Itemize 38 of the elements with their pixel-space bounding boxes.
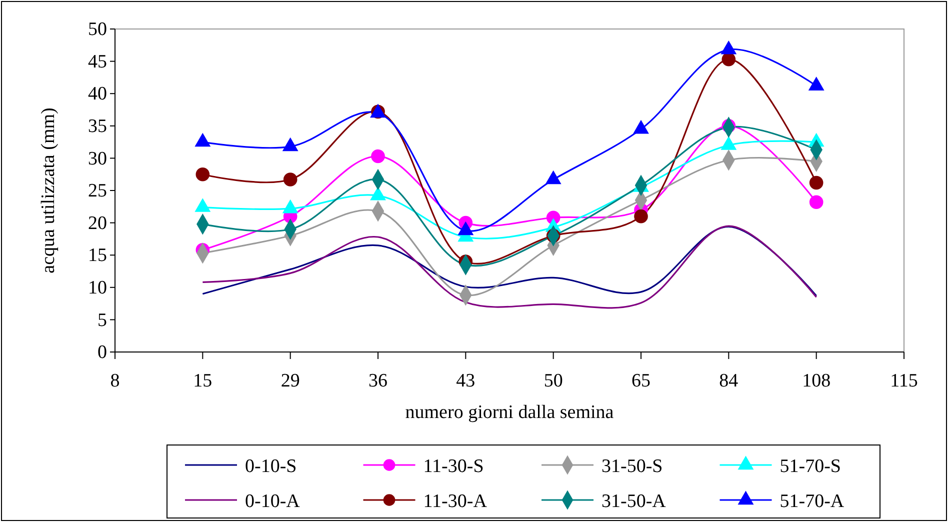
x-axis-title: numero giorni dalla semina xyxy=(405,402,614,423)
point xyxy=(809,195,824,210)
x-tick-label: 50 xyxy=(544,370,563,392)
y-tick-label: 45 xyxy=(88,51,107,72)
x-tick-label: 15 xyxy=(193,370,212,392)
legend-label: 11-30-A xyxy=(423,491,488,512)
x-tick-label: 115 xyxy=(890,370,918,392)
point xyxy=(809,176,824,190)
y-tick-label: 5 xyxy=(98,310,107,331)
y-tick-label: 40 xyxy=(88,84,107,105)
legend-label: 0-10-A xyxy=(245,491,300,512)
legend-label: 51-70-A xyxy=(780,491,844,512)
point xyxy=(283,172,298,186)
x-tick-label: 29 xyxy=(280,370,300,392)
point xyxy=(196,167,210,182)
x-tick-label: 36 xyxy=(368,370,388,392)
x-tick-label: 84 xyxy=(719,370,739,392)
y-tick-label: 20 xyxy=(88,212,107,234)
point xyxy=(722,52,736,66)
y-tick-label: 15 xyxy=(88,245,107,266)
y-tick-label: 50 xyxy=(88,19,107,40)
legend-label: 31-50-A xyxy=(602,491,666,512)
x-tick-label: 43 xyxy=(456,370,476,392)
y-tick-label: 0 xyxy=(98,342,107,364)
point xyxy=(634,209,648,224)
x-tick-label: 108 xyxy=(802,370,831,392)
point xyxy=(371,149,385,164)
y-tick-label: 30 xyxy=(88,148,107,170)
legend-label: 51-70-S xyxy=(780,456,841,477)
legend-label: 11-30-S xyxy=(423,456,484,477)
legend-label: 0-10-S xyxy=(245,456,297,477)
y-tick-label: 10 xyxy=(88,277,107,298)
legend-label: 31-50-S xyxy=(602,456,663,477)
y-axis-title: acqua utilizzata (mm) xyxy=(38,108,59,274)
x-tick-label: 65 xyxy=(632,370,650,392)
y-tick-label: 25 xyxy=(88,180,107,202)
y-tick-label: 35 xyxy=(88,116,107,137)
x-tick-label: 8 xyxy=(110,370,120,392)
